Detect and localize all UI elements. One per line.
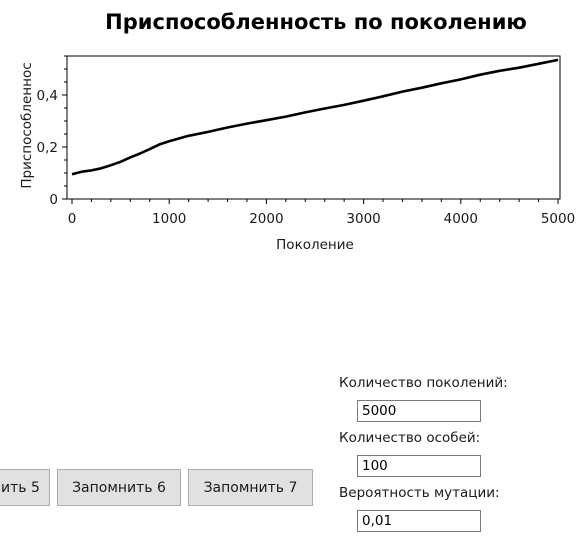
- remember-7-button[interactable]: Запомнить 7: [188, 469, 313, 506]
- y-tick-label: 0,4: [37, 88, 58, 104]
- x-tick-label: 0: [68, 211, 77, 227]
- x-axis-label: Поколение: [276, 237, 354, 253]
- x-tick-label: 3000: [346, 211, 380, 227]
- y-axis-label: Приспособленнос: [19, 62, 35, 188]
- x-tick-label: 4000: [444, 211, 478, 227]
- chart-title: Приспособленность по поколению: [105, 10, 527, 34]
- x-tick-label: 5000: [541, 211, 575, 227]
- mutation-label: Вероятность мутации:: [339, 485, 500, 501]
- population-label: Количество особей:: [339, 430, 481, 446]
- population-input[interactable]: [357, 455, 481, 477]
- generations-input[interactable]: [357, 400, 481, 422]
- remember-5-button[interactable]: Запомнить 5: [0, 469, 50, 506]
- series-line: [71, 58, 559, 176]
- y-tick-label: 0,2: [37, 140, 58, 156]
- y-tick-label: 0: [49, 192, 58, 208]
- plot-area: [66, 55, 561, 200]
- mutation-input[interactable]: [357, 510, 481, 532]
- x-tick-label: 2000: [249, 211, 283, 227]
- fitness-chart: 0 1000 2000 3000 4000 5000 0 0,2 0,4 Поколение При…: [19, 55, 575, 253]
- remember-6-button[interactable]: Запомнить 6: [57, 469, 181, 506]
- x-tick-label: 1000: [152, 211, 186, 227]
- generations-label: Количество поколений:: [339, 375, 508, 391]
